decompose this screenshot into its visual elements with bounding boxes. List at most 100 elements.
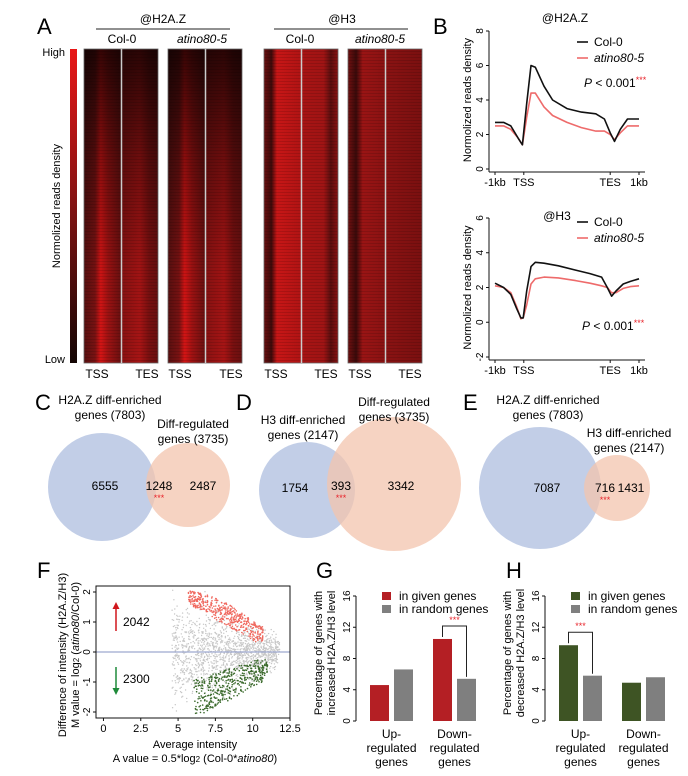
point-unchanged [221,627,223,629]
point-unchanged [246,658,248,661]
legend-label-given: in given genes [588,589,665,603]
point-unchanged [174,693,176,695]
point-unchanged [197,630,200,632]
point-unchanged [274,665,277,668]
point-unchanged [209,633,211,635]
point-unchanged [275,645,277,647]
chart-title: @H2A.Z [542,11,588,25]
point-unchanged [215,659,217,661]
point-unchanged [175,636,178,638]
point-unchanged [182,670,184,672]
point-unchanged [267,662,269,664]
x-tick-label: 2.5 [133,723,148,735]
point-increased [236,613,239,615]
point-unchanged [261,655,263,657]
point-unchanged [222,659,224,661]
point-unchanged [260,647,263,649]
point-unchanged [272,654,275,656]
point-unchanged [199,640,201,642]
point-increased [256,635,259,638]
point-increased [213,605,215,608]
point-unchanged [267,644,269,647]
point-decreased [245,678,247,681]
venn-right-label: Diff-regulated [358,395,430,409]
point-unchanged [277,646,279,648]
point-decreased [200,700,202,702]
point-unchanged [264,656,266,659]
point-decreased [243,672,245,675]
point-unchanged [204,638,206,640]
point-unchanged [218,670,221,672]
point-unchanged [210,661,212,663]
point-unchanged [176,641,179,643]
point-unchanged [192,630,194,632]
point-unchanged [238,631,240,633]
point-decreased [227,682,230,685]
point-unchanged [268,646,271,648]
point-unchanged [207,643,209,645]
point-unchanged [250,644,252,646]
point-unchanged [255,648,258,650]
point-unchanged [242,654,244,656]
point-unchanged [191,673,193,675]
point-unchanged [218,637,220,639]
point-increased [220,609,223,611]
point-unchanged [188,638,190,640]
point-unchanged [268,647,270,650]
point-decreased [244,676,246,679]
point-unchanged [236,662,238,664]
point-increased [189,594,191,597]
point-unchanged [266,643,268,646]
point-unchanged [216,655,218,658]
point-decreased [265,661,268,664]
significance-bracket [442,625,467,677]
point-unchanged [175,627,177,629]
point-increased [244,629,246,632]
point-decreased [206,705,208,708]
point-unchanged [274,640,276,642]
point-unchanged [200,654,202,656]
point-increased [235,620,238,622]
point-unchanged [257,641,259,643]
x-tick-label: TSS [513,365,534,377]
point-unchanged [228,646,230,648]
heatmap-axis-labels: TSS TES TSS TES TSS TES TSS TES [85,367,421,381]
point-decreased [229,678,232,681]
point-decreased [197,698,199,700]
category-label: genes [627,755,660,769]
point-unchanged [235,659,238,662]
point-unchanged [221,641,223,643]
point-decreased [211,675,213,677]
point-unchanged [210,691,212,693]
point-increased [247,620,249,623]
point-unchanged [207,656,209,658]
point-unchanged [209,643,211,645]
point-increased [254,624,256,627]
point-decreased [198,681,201,683]
point-decreased [210,680,213,683]
point-unchanged [199,623,201,625]
point-increased [198,599,201,601]
point-decreased [252,675,255,677]
point-unchanged [185,609,187,611]
point-increased [207,608,209,610]
point-unchanged [241,658,243,660]
point-unchanged [222,662,225,664]
point-unchanged [220,641,222,643]
decreased-count: 2300 [123,672,150,686]
point-unchanged [185,681,188,683]
point-increased [258,633,260,635]
point-decreased [215,682,218,685]
point-decreased [199,711,202,714]
point-unchanged [178,678,180,680]
point-unchanged [213,622,216,624]
point-unchanged [198,670,200,672]
point-unchanged [206,658,209,660]
legend-swatch-random [382,605,391,613]
point-unchanged [231,661,234,663]
heatmap-h2az-mutant [167,48,243,364]
point-decreased [211,706,214,708]
point-unchanged [191,664,193,666]
point-unchanged [224,641,226,644]
point-decreased [224,675,226,677]
